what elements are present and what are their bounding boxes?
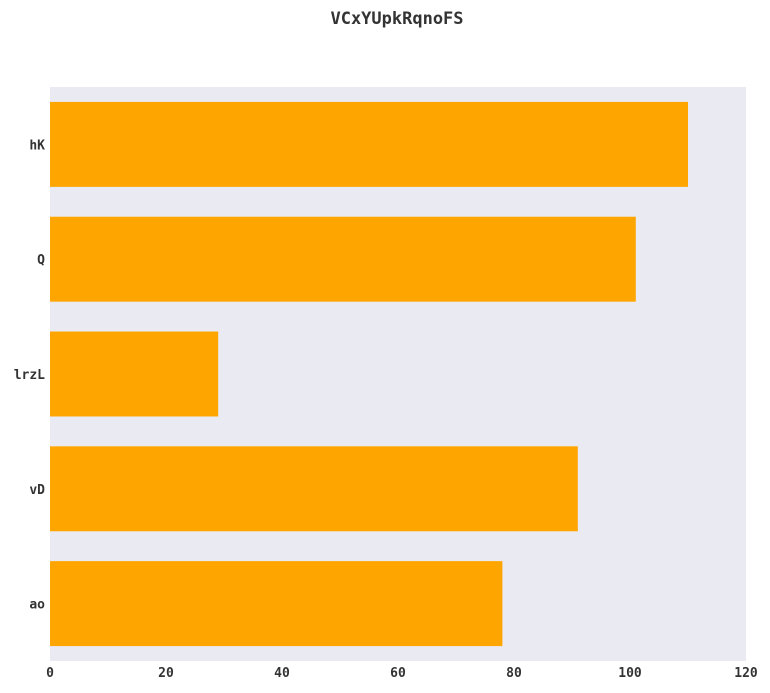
x-tick-label: 0 [46,666,54,681]
x-tick-label: 120 [734,666,758,681]
bar-ao [50,561,503,647]
y-tick-label: Q [37,253,45,268]
x-tick-label: 40 [274,666,290,681]
x-tick-label: 80 [506,666,522,681]
y-tick-label: vD [29,483,45,498]
bar-lrzL [50,331,219,417]
bars-group [50,101,688,647]
x-tick-label: 60 [390,666,406,681]
x-tick-label: 100 [618,666,642,681]
y-tick-label: ao [29,598,45,613]
chart-title: VCxYUpkRqnoFS [330,9,463,29]
x-axis: 0 20 40 60 80 100 120 [46,666,758,681]
y-tick-label: hK [29,138,45,153]
y-tick-label: lrzL [14,368,45,383]
bar-vD [50,446,578,532]
x-tick-label: 20 [158,666,174,681]
bar-hK [50,101,688,187]
bar-Q [50,216,636,302]
